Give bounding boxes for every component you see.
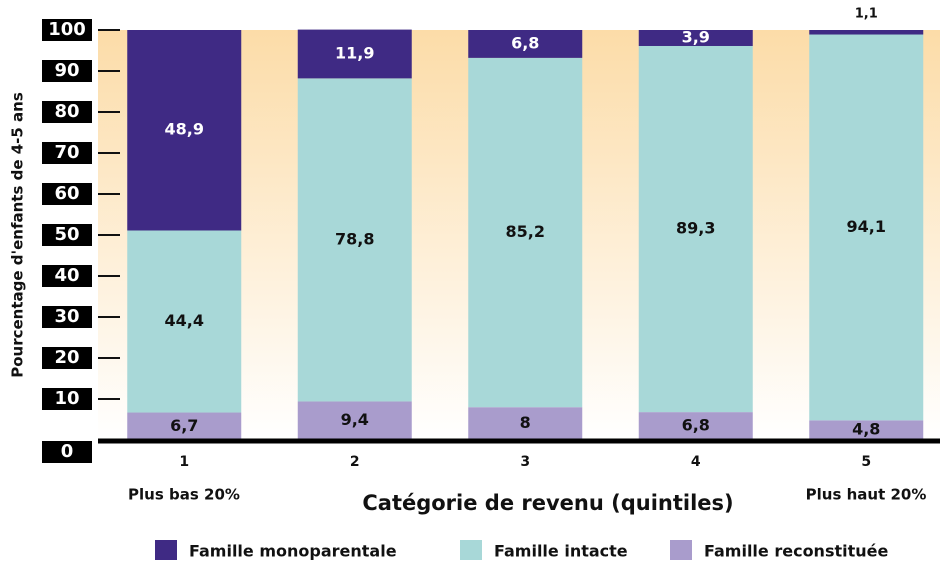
tick-label-box [42, 265, 92, 287]
bar-segment [638, 30, 753, 46]
value-label: 6,8 [682, 416, 710, 435]
tick-label-box [42, 441, 92, 463]
x-tick-label: 3 [520, 454, 530, 470]
bar-segment [468, 57, 583, 408]
value-label: 78,8 [335, 229, 374, 248]
tick-label-box [42, 306, 92, 328]
tick-label-box [42, 101, 92, 123]
bar-segment [127, 30, 242, 231]
bar-segment [127, 230, 242, 413]
value-label: 89,3 [676, 219, 715, 238]
tick-label-box [42, 388, 92, 410]
value-label: 1,1 [855, 7, 878, 22]
annotation: Plus haut 20% [806, 486, 927, 504]
y-axis-label: Pourcentage d'enfants de 4-5 ans [9, 92, 27, 378]
legend-label: Famille monoparentale [189, 542, 397, 561]
tick-label-box [42, 347, 92, 369]
x-axis-label: Catégorie de revenu (quintiles) [362, 491, 733, 515]
legend-swatch [155, 540, 177, 560]
bar-segment [638, 412, 753, 440]
y-tick-label: 0 [61, 441, 74, 462]
bar-segment [297, 29, 412, 79]
value-label: 11,9 [335, 43, 374, 62]
bar-segment [297, 401, 412, 440]
bar-segment [809, 420, 924, 440]
value-label: 6,7 [170, 416, 198, 435]
value-label: 94,1 [847, 217, 886, 236]
bar-segment [809, 34, 924, 421]
annotation: Plus bas 20% [128, 486, 240, 504]
y-tick-label: 70 [54, 142, 79, 163]
y-tick-label: 50 [54, 224, 79, 245]
bar-segment [468, 30, 583, 58]
value-label: 44,4 [165, 311, 204, 330]
y-tick-label: 30 [54, 306, 79, 327]
bar-segment [809, 30, 924, 35]
bar-segment [297, 78, 412, 402]
value-label: 85,2 [506, 222, 545, 241]
value-label: 4,8 [852, 420, 880, 439]
bar-segment [127, 412, 242, 440]
tick-label-box [42, 183, 92, 205]
bar-segment [468, 407, 583, 440]
legend-swatch [670, 540, 692, 560]
y-tick-label: 60 [54, 183, 79, 204]
y-tick-label: 10 [54, 388, 79, 409]
tick-label-box [42, 60, 92, 82]
value-label: 9,4 [341, 410, 369, 429]
y-tick-label: 80 [54, 101, 79, 122]
value-label: 3,9 [682, 27, 710, 46]
tick-label-box [42, 19, 92, 41]
x-tick-label: 2 [350, 454, 360, 470]
x-tick-label: 1 [179, 454, 189, 470]
x-tick-label: 5 [861, 454, 871, 470]
y-tick-label: 40 [54, 265, 79, 286]
value-label: 48,9 [165, 120, 204, 139]
value-label: 8 [520, 413, 531, 432]
y-tick-label: 90 [54, 60, 79, 81]
legend-label: Famille intacte [494, 542, 628, 561]
value-label: 6,8 [511, 33, 539, 52]
x-tick-label: 4 [691, 454, 701, 470]
legend-label: Famille reconstituée [704, 542, 888, 561]
bar-segment [638, 45, 753, 413]
y-tick-label: 100 [48, 19, 86, 40]
legend-swatch [460, 540, 482, 560]
tick-label-box [42, 142, 92, 164]
y-tick-label: 20 [54, 347, 79, 368]
tick-label-box [42, 224, 92, 246]
